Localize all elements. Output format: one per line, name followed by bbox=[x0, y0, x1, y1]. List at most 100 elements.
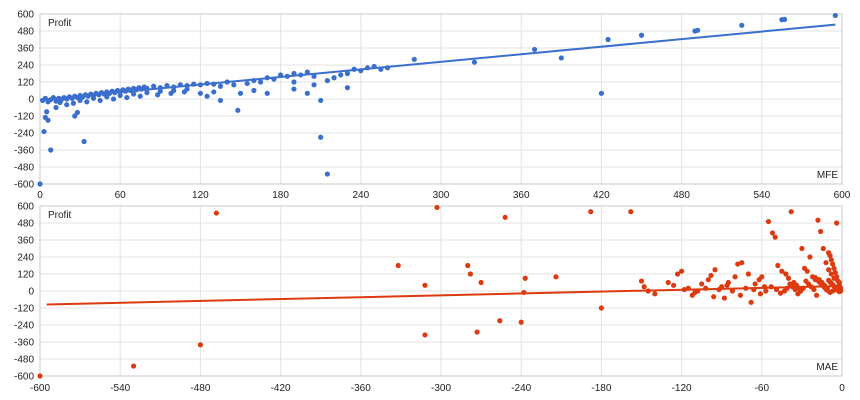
data-point bbox=[338, 72, 344, 78]
data-point bbox=[497, 318, 503, 324]
y-tick-label: 0 bbox=[28, 287, 34, 298]
y-tick-label: -360 bbox=[14, 338, 34, 349]
data-point bbox=[781, 16, 788, 22]
data-point bbox=[732, 274, 738, 280]
y-tick-label: 480 bbox=[17, 27, 34, 38]
data-point bbox=[772, 234, 778, 240]
data-point bbox=[130, 363, 137, 369]
data-point bbox=[291, 86, 297, 92]
data-point bbox=[832, 269, 838, 276]
data-point bbox=[311, 82, 317, 88]
data-point bbox=[605, 36, 611, 43]
series-label: Profit bbox=[48, 210, 72, 221]
y-tick-label: 360 bbox=[17, 44, 34, 55]
data-point bbox=[434, 204, 440, 211]
data-point bbox=[759, 274, 765, 280]
x-tick-label: -420 bbox=[271, 383, 291, 394]
x-tick-label: 480 bbox=[673, 190, 690, 201]
data-point bbox=[465, 262, 471, 269]
data-point bbox=[395, 262, 401, 269]
data-point bbox=[518, 319, 524, 325]
data-point bbox=[304, 90, 310, 96]
y-tick-label: 600 bbox=[17, 10, 34, 21]
data-point bbox=[641, 284, 647, 290]
data-point bbox=[787, 281, 793, 287]
data-point bbox=[689, 292, 695, 298]
data-point bbox=[823, 260, 829, 266]
data-point bbox=[171, 87, 177, 94]
data-point bbox=[735, 261, 741, 267]
data-point bbox=[130, 91, 137, 97]
data-point bbox=[57, 99, 63, 106]
data-point bbox=[763, 288, 769, 294]
x-tick-label: -540 bbox=[110, 383, 130, 394]
data-point bbox=[788, 209, 794, 215]
data-point bbox=[124, 94, 130, 101]
trendline bbox=[39, 23, 836, 101]
data-point bbox=[748, 299, 754, 305]
data-point bbox=[45, 117, 51, 123]
data-point bbox=[708, 272, 714, 279]
data-point bbox=[757, 291, 764, 297]
x-tick-label: -60 bbox=[755, 383, 770, 394]
data-point bbox=[74, 109, 81, 116]
y-tick-label: -120 bbox=[14, 112, 34, 123]
data-point bbox=[104, 94, 110, 100]
data-point bbox=[318, 134, 324, 140]
x-tick-label: 0 bbox=[37, 190, 43, 201]
y-tick-label: 120 bbox=[17, 270, 34, 281]
data-point bbox=[828, 271, 834, 277]
series-label: Profit bbox=[48, 18, 72, 29]
data-point bbox=[244, 80, 250, 87]
data-point bbox=[137, 93, 143, 99]
data-point bbox=[826, 277, 832, 283]
data-point bbox=[291, 79, 297, 85]
data-point bbox=[217, 83, 224, 89]
data-point bbox=[110, 96, 117, 102]
data-point bbox=[502, 214, 508, 220]
data-point bbox=[41, 128, 47, 135]
chart-panel-2: -600-480-360-240-1200120240360480600-600… bbox=[14, 202, 845, 395]
data-point bbox=[752, 281, 758, 287]
data-point bbox=[795, 291, 801, 297]
data-point bbox=[422, 332, 428, 338]
data-point bbox=[184, 86, 190, 92]
data-point bbox=[695, 27, 701, 33]
data-point bbox=[48, 147, 54, 153]
data-point bbox=[835, 278, 841, 284]
data-point bbox=[44, 109, 50, 115]
data-point bbox=[97, 97, 103, 104]
x-axis-label: MAE bbox=[816, 362, 838, 373]
data-point bbox=[765, 218, 772, 225]
data-point bbox=[804, 268, 810, 274]
data-point bbox=[474, 329, 480, 335]
data-point bbox=[638, 32, 645, 38]
data-point bbox=[812, 274, 818, 281]
data-point bbox=[237, 90, 244, 96]
y-tick-label: 0 bbox=[28, 95, 34, 106]
y-tick-label: 600 bbox=[17, 202, 34, 213]
data-point bbox=[699, 281, 705, 287]
data-point bbox=[197, 90, 203, 96]
data-point bbox=[37, 181, 43, 187]
data-point bbox=[679, 268, 685, 274]
y-tick-label: 120 bbox=[17, 78, 34, 89]
data-point bbox=[638, 278, 645, 284]
data-point bbox=[37, 373, 43, 379]
x-axis-label: MFE bbox=[817, 170, 838, 181]
data-point bbox=[834, 274, 840, 280]
data-point bbox=[745, 271, 752, 277]
x-tick-label: 240 bbox=[352, 190, 369, 201]
data-point bbox=[197, 342, 203, 348]
data-point bbox=[628, 209, 634, 215]
data-point bbox=[90, 95, 97, 101]
data-point bbox=[411, 56, 417, 62]
data-point bbox=[231, 82, 237, 88]
data-point bbox=[828, 257, 834, 263]
data-point bbox=[724, 282, 730, 288]
y-tick-label: -480 bbox=[14, 355, 34, 366]
y-tick-label: -240 bbox=[14, 129, 34, 140]
data-point bbox=[558, 55, 564, 61]
y-tick-label: -600 bbox=[14, 372, 34, 383]
